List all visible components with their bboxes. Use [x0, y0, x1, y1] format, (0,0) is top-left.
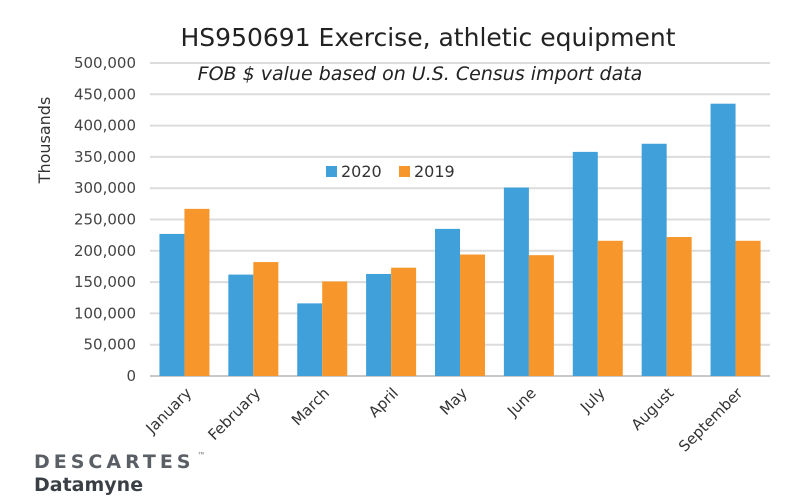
bar-2020-july	[572, 151, 598, 376]
y-tick-label: 150,000	[74, 273, 136, 291]
chart-subtitle: FOB $ value based on U.S. Census import …	[198, 63, 643, 85]
y-tick-label: 250,000	[74, 211, 136, 229]
y-tick-label: 100,000	[74, 304, 136, 322]
logo-trademark: ™	[197, 451, 205, 460]
x-tick-label: February	[204, 384, 264, 444]
x-tick-label: August	[628, 384, 678, 434]
y-tick-label: 0	[126, 367, 136, 385]
x-tick-label: September	[675, 384, 747, 456]
logo-wordmark: DESCARTES	[34, 451, 194, 473]
bar-2020-june	[503, 187, 529, 376]
bar-2020-may	[435, 228, 460, 376]
bar-2019-june	[528, 255, 554, 376]
bar-2020-january	[159, 233, 185, 376]
y-tick-label: 500,000	[74, 54, 136, 72]
legend-swatch-2020	[326, 166, 337, 177]
bar-2019-august	[666, 237, 692, 376]
bar-2020-september	[710, 103, 736, 376]
y-tick-label: 300,000	[74, 179, 136, 197]
bar-2019-april	[391, 267, 417, 376]
chart-title: HS950691 Exercise, athletic equipment	[181, 23, 676, 52]
bar-2020-february	[228, 274, 254, 376]
y-axis-label: Thousands	[35, 97, 54, 185]
x-tick-label: May	[436, 384, 471, 419]
bar-2020-april	[366, 273, 392, 376]
bar-2019-may	[460, 254, 485, 376]
bar-2019-february	[253, 262, 279, 376]
x-tick-label: April	[365, 384, 402, 421]
logo-subbrand: Datamyne	[34, 474, 143, 496]
x-tick-label: June	[503, 384, 540, 421]
legend-label-2019: 2019	[414, 162, 455, 181]
x-tick-label: March	[288, 384, 333, 429]
legend-swatch-2019	[399, 166, 410, 177]
bar-2019-january	[184, 208, 210, 376]
y-tick-label: 450,000	[74, 85, 136, 103]
x-tick-label: July	[576, 384, 609, 417]
y-tick-label: 400,000	[74, 117, 136, 135]
y-tick-label: 200,000	[74, 242, 136, 260]
x-tick-label: January	[142, 384, 196, 438]
bar-2020-march	[297, 303, 323, 376]
legend: 2020 2019	[326, 162, 455, 181]
descartes-logo: DESCARTES ™ Datamyne	[34, 451, 205, 496]
bar-2020-august	[641, 143, 667, 376]
bar-2019-march	[322, 281, 348, 376]
bar-2019-september	[735, 240, 761, 376]
y-tick-label: 350,000	[74, 148, 136, 166]
bar-2019-july	[597, 240, 623, 376]
legend-label-2020: 2020	[341, 162, 382, 181]
y-tick-label: 50,000	[84, 336, 137, 354]
